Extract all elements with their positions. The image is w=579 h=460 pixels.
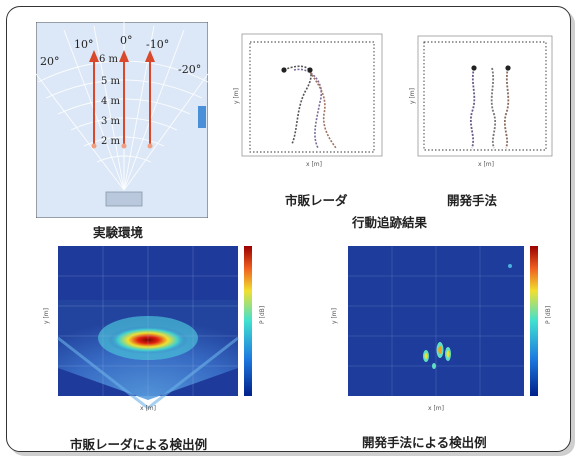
walking-arrows xyxy=(89,50,155,149)
environment-background xyxy=(36,22,208,218)
heatmap-right-cbar-label: P [dB] xyxy=(545,306,552,324)
tracking-left-xlabel: x [m] xyxy=(306,161,322,168)
range-label-2m: 2 m xyxy=(101,136,121,147)
radar-box xyxy=(105,191,143,207)
tracking-title: 行動追跡結果 xyxy=(352,215,428,230)
heatmap-left-xlabel: x [m] xyxy=(140,405,156,412)
environment-diagram xyxy=(36,22,208,218)
range-label-5m: 5 m xyxy=(101,76,121,87)
range-label-4m: 4 m xyxy=(101,96,121,107)
angle-label-neg20: -20° xyxy=(178,63,202,76)
range-label-6m: 6 m xyxy=(99,54,119,65)
tracking-left-ylabel: y [m] xyxy=(233,88,240,104)
tracking-right-ylabel: y [m] xyxy=(409,88,416,104)
heatmap-left-cbar-label: P [dB] xyxy=(259,306,266,324)
heatmap-right-ylabel: y [m] xyxy=(331,308,338,324)
angle-label-0: 0° xyxy=(120,34,133,47)
environment-caption: 実験環境 xyxy=(93,225,144,240)
angle-label-10: 10° xyxy=(74,38,94,51)
range-label-3m: 3 m xyxy=(101,116,121,127)
tracking-plot-commercial: y [m] x [m] xyxy=(233,33,383,168)
angle-label-20: 20° xyxy=(40,55,60,68)
tracking-right-caption: 開発手法 xyxy=(447,193,498,208)
heatmap-right-caption: 開発手法による検出例 xyxy=(362,435,487,450)
wall-marker xyxy=(198,106,206,128)
angle-label-neg10: -10° xyxy=(146,38,170,51)
tracking-plot-developed: y [m] x [m] xyxy=(409,35,553,168)
heatmap-commercial: y [m] x [m] P [dB] xyxy=(43,246,266,412)
heatmap-right-xlabel: x [m] xyxy=(428,405,444,412)
tracking-left-caption: 市販レーダ xyxy=(285,193,348,208)
detection-points xyxy=(423,264,512,369)
heatmap-left-ylabel: y [m] xyxy=(43,308,50,324)
heatmap-developed: y [m] x [m] P [dB] xyxy=(331,246,552,412)
heatmap-left-caption: 市販レーダによる検出例 xyxy=(70,437,208,452)
tracking-right-xlabel: x [m] xyxy=(478,161,494,168)
